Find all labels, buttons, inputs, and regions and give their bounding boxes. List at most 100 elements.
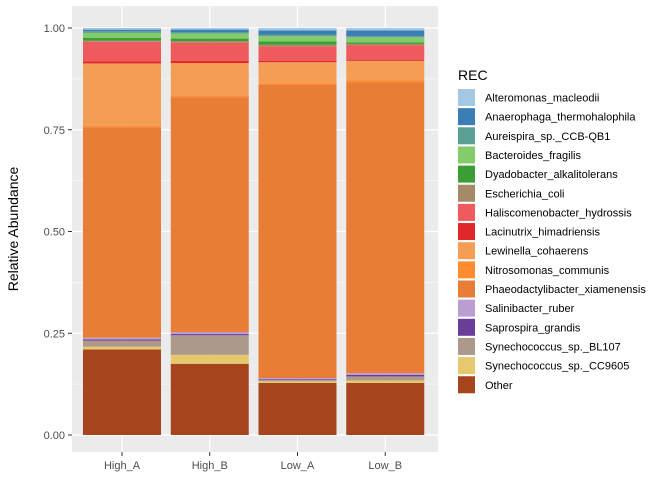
- bar-segment: [258, 379, 337, 381]
- legend-item: Salinibacter_ruber: [458, 299, 575, 317]
- legend-swatch: [458, 108, 475, 126]
- bar-segment: [170, 332, 249, 335]
- bar-segment: [83, 40, 161, 42]
- bar-segment: [258, 41, 337, 45]
- legend-label: Nitrosomonas_communis: [485, 265, 610, 277]
- legend-swatch: [458, 89, 475, 106]
- legend-swatch: [458, 261, 475, 279]
- legend-swatch: [458, 127, 475, 145]
- legend-label: Salinibacter_ruber: [485, 303, 575, 315]
- legend-swatch: [458, 299, 475, 317]
- legend-item: Other: [458, 376, 513, 394]
- bar-segment: [83, 346, 161, 350]
- bars: [83, 28, 425, 435]
- bar-segment: [83, 32, 161, 38]
- legend-swatch: [458, 203, 475, 221]
- bar-segment: [258, 46, 337, 61]
- bar-segment: [258, 83, 337, 85]
- bar-segment: [346, 382, 425, 435]
- legend-swatch: [458, 146, 475, 164]
- legend-swatch: [458, 223, 475, 241]
- y-tick-label: 0.25: [44, 328, 65, 340]
- legend-swatch: [458, 165, 475, 183]
- legend-item: Aureispira_sp._CCB-QB1: [458, 127, 610, 145]
- bar-segment: [346, 60, 425, 81]
- legend-swatch: [458, 357, 475, 375]
- legend-swatch: [458, 280, 475, 298]
- legend-label: Dyadobacter_alkalitolerans: [485, 169, 618, 181]
- legend-label: Aureispira_sp._CCB-QB1: [485, 131, 610, 143]
- bar-segment: [170, 38, 249, 42]
- legend-item: Lewinella_cohaerens: [458, 242, 589, 260]
- bar-segment: [346, 380, 425, 383]
- bar-segment: [170, 32, 249, 34]
- bar-segment: [346, 80, 425, 83]
- bar-segment: [258, 381, 337, 383]
- bar-segment: [258, 34, 337, 37]
- bar-segment: [346, 42, 425, 44]
- y-tick-label: 0.75: [44, 125, 65, 137]
- bar-segment: [170, 60, 249, 64]
- bar-segment: [346, 28, 425, 31]
- bar-segment: [170, 363, 249, 435]
- bar-segment: [83, 28, 161, 30]
- legend-item: Escherichia_coli: [458, 184, 564, 202]
- x-tick-label: High_A: [104, 460, 141, 472]
- bar-segment: [258, 60, 337, 63]
- legend-swatch: [458, 376, 475, 394]
- bar-segment: [258, 84, 337, 379]
- bar-segment: [346, 37, 425, 43]
- bar-segment: [170, 95, 249, 98]
- legend-title: REC: [458, 67, 488, 83]
- legend-label: Bacteroides_fragilis: [485, 150, 581, 162]
- bar-stack-High_A: [83, 28, 161, 435]
- bar-segment: [170, 354, 249, 364]
- bar-segment: [346, 82, 425, 374]
- x-tick-label: High_B: [192, 460, 228, 472]
- bar-segment: [83, 63, 161, 126]
- bar-segment: [170, 28, 249, 30]
- legend-swatch: [458, 184, 475, 202]
- bar-segment: [346, 376, 425, 381]
- bar-segment: [83, 61, 161, 64]
- legend-label: Lacinutrix_himadriensis: [485, 227, 600, 239]
- legend-label: Lewinella_cohaerens: [485, 246, 589, 258]
- y-tick-label: 1.00: [44, 23, 65, 35]
- bar-segment: [346, 373, 425, 375]
- bar-segment: [170, 33, 249, 39]
- bar-segment: [83, 41, 161, 62]
- legend: Alteromonas_macleodii Anaerophaga_thermoh…: [458, 89, 646, 394]
- bar-segment: [170, 335, 249, 355]
- bar-stack-Low_A: [258, 28, 337, 435]
- legend-swatch: [458, 337, 475, 355]
- bar-segment: [258, 382, 337, 435]
- y-axis-title: Relative Abundance: [5, 167, 21, 292]
- legend-item: Phaeodactylibacter_xiamenensis: [458, 280, 646, 298]
- legend-item: Bacteroides_fragilis: [458, 146, 581, 164]
- legend-item: Haliscomenobacter_hydrossis: [458, 203, 632, 221]
- bar-segment: [170, 41, 249, 43]
- legend-label: Synechococcus_sp._BL107: [485, 341, 621, 353]
- bar-segment: [170, 97, 249, 333]
- legend-swatch: [458, 242, 475, 260]
- legend-item: Dyadobacter_alkalitolerans: [458, 165, 618, 183]
- bar-stack-Low_B: [346, 28, 425, 435]
- bar-segment: [346, 43, 425, 46]
- bar-segment: [346, 60, 425, 61]
- legend-item: Synechococcus_sp._BL107: [458, 337, 621, 355]
- y-tick-label: 0.00: [44, 430, 65, 442]
- legend-label: Alteromonas_macleodii: [485, 93, 599, 105]
- bar-segment: [83, 339, 161, 341]
- bar-segment: [346, 36, 425, 38]
- bar-segment: [346, 30, 425, 37]
- legend-label: Synechococcus_sp._CC9605: [485, 361, 629, 373]
- bar-stack-High_B: [170, 28, 249, 435]
- bar-segment: [258, 378, 337, 380]
- legend-item: Alteromonas_macleodii: [458, 89, 599, 106]
- legend-item: Saprospira_grandis: [458, 318, 581, 336]
- bar-segment: [83, 127, 161, 338]
- x-tick-label: Low_B: [368, 460, 402, 472]
- legend-label: Saprospira_grandis: [485, 322, 581, 334]
- bar-segment: [83, 29, 161, 32]
